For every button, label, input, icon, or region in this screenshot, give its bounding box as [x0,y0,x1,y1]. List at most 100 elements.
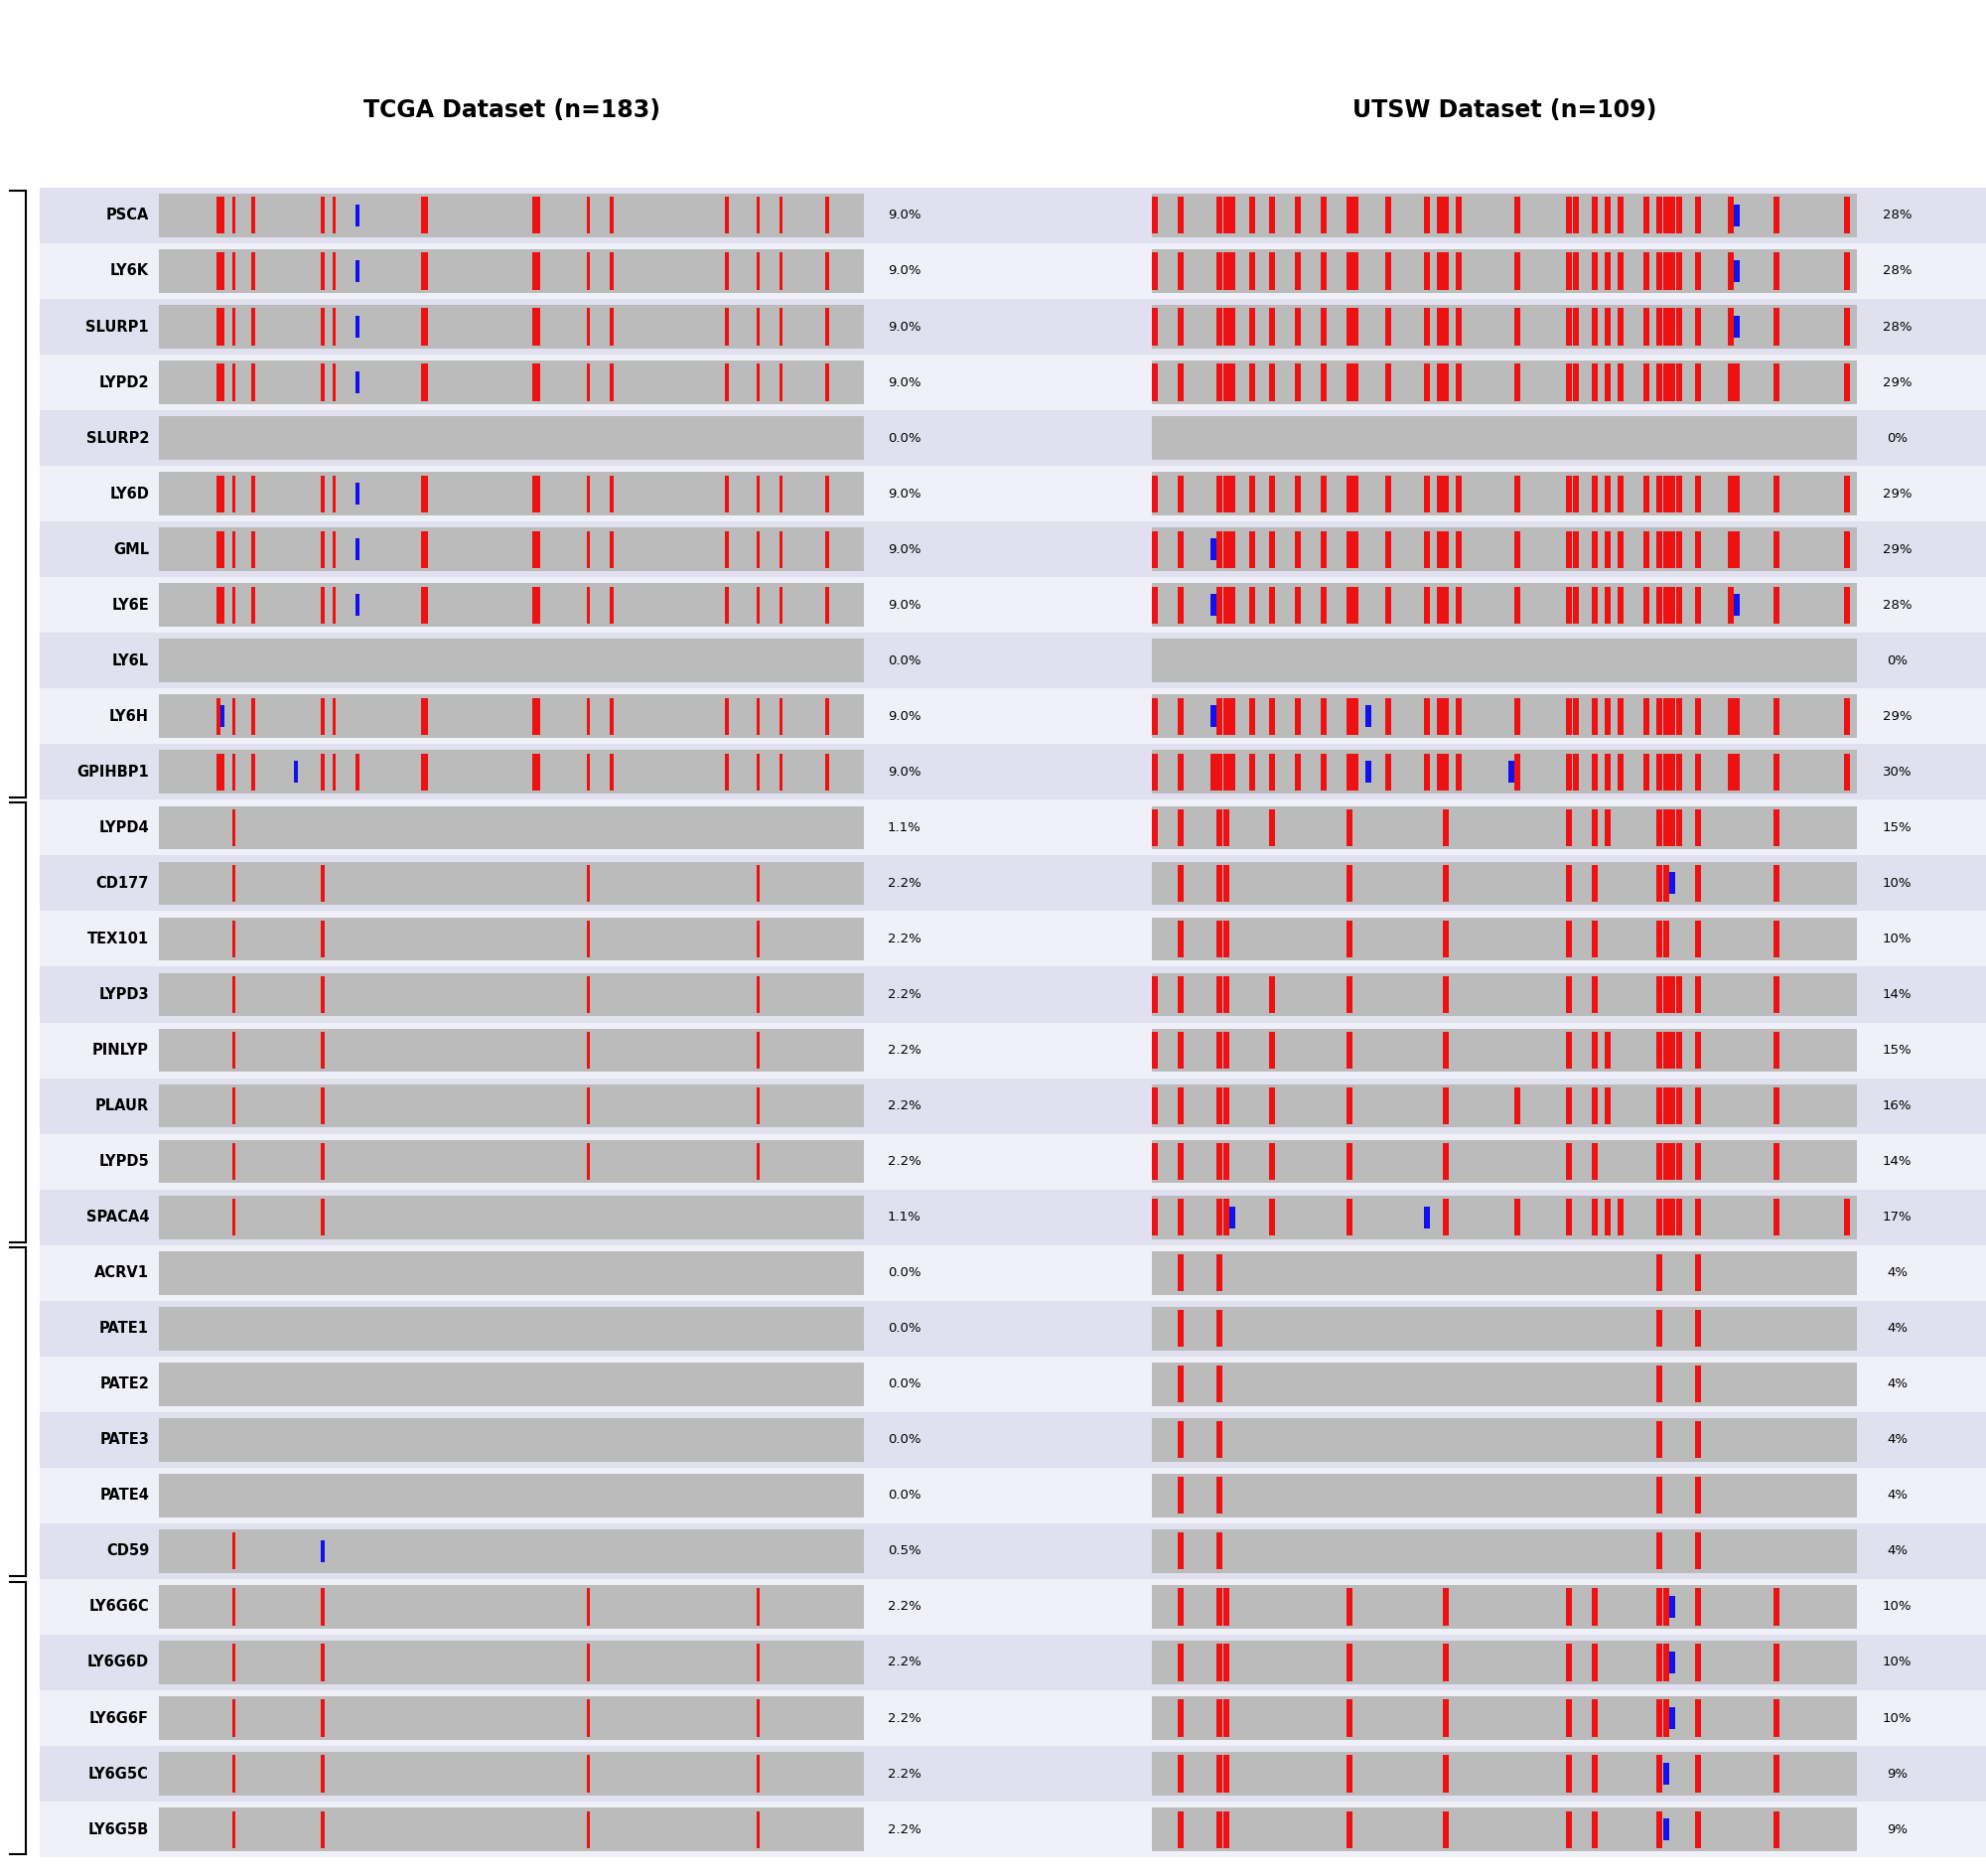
Bar [586,1142,590,1180]
Bar [1696,1589,1702,1625]
Bar [1249,197,1255,234]
Bar [1424,308,1430,345]
Bar [322,197,324,234]
Bar [232,197,236,234]
Bar [1567,1589,1573,1625]
Bar [40,799,1986,855]
Bar [1178,1810,1184,1848]
Bar [610,475,614,512]
Bar [1728,587,1734,623]
Bar [1662,197,1668,234]
Bar [1152,917,1857,961]
Bar [1249,698,1255,735]
Bar [1567,1032,1573,1069]
Text: 9%: 9% [1887,1767,1907,1780]
Bar [1347,253,1352,289]
Bar [1773,698,1779,735]
Bar [159,974,864,1017]
Bar [1152,1475,1857,1518]
Bar [1178,865,1184,902]
Bar [40,688,1986,745]
Bar [725,587,729,623]
Bar [826,531,828,568]
Bar [421,253,425,289]
Bar [1424,1206,1430,1229]
Bar [1696,253,1702,289]
Bar [1217,587,1223,623]
Bar [1773,475,1779,512]
Bar [1444,197,1450,234]
Bar [220,754,224,790]
Bar [586,976,590,1013]
Bar [1295,531,1301,568]
Bar [1656,1700,1662,1737]
Bar [1676,587,1682,623]
Bar [1223,253,1229,289]
Bar [1619,253,1625,289]
Bar [1223,308,1229,345]
Bar [332,754,336,790]
Bar [216,587,220,623]
Bar [1656,1142,1662,1180]
Text: 9.0%: 9.0% [888,321,922,334]
Text: 29%: 29% [1883,375,1913,388]
Text: UTSW Dataset (n=109): UTSW Dataset (n=109) [1352,98,1656,122]
Bar [1656,1309,1662,1347]
Bar [725,364,729,401]
Text: 10%: 10% [1883,1711,1913,1724]
Bar [1845,308,1851,345]
Bar [232,1643,236,1681]
Bar [779,698,782,735]
Bar [232,1088,236,1124]
Bar [159,1251,864,1294]
Bar [1773,1142,1779,1180]
Bar [1352,698,1358,735]
Bar [1696,754,1702,790]
Bar [826,754,828,790]
Bar [252,253,254,289]
Bar [586,698,590,735]
Bar [1644,364,1650,401]
Bar [159,807,864,850]
Bar [1573,531,1579,568]
Bar [1662,1700,1668,1737]
Bar [1295,308,1301,345]
Text: LYPD2: LYPD2 [99,375,149,390]
Bar [1152,473,1857,516]
Bar [1347,364,1352,401]
Bar [1295,698,1301,735]
Bar [1773,364,1779,401]
Text: 10%: 10% [1883,932,1913,946]
Bar [1515,253,1521,289]
Bar [586,754,590,790]
Bar [1696,587,1702,623]
Bar [1605,197,1611,234]
Bar [1352,531,1358,568]
Bar [1152,1199,1158,1236]
Bar [1773,531,1779,568]
Bar [355,371,359,394]
Bar [220,475,224,512]
Bar [1670,698,1676,735]
Bar [1515,587,1521,623]
Bar [1696,1032,1702,1069]
Bar [1178,1199,1184,1236]
Bar [1152,250,1857,293]
Bar [1456,364,1462,401]
Bar [1515,308,1521,345]
Bar [1217,1199,1223,1236]
Bar [1366,762,1372,782]
Bar [421,587,425,623]
Bar [1593,698,1599,735]
Bar [355,754,359,790]
Bar [1384,698,1390,735]
Bar [826,253,828,289]
Bar [1152,698,1158,735]
Text: 2.2%: 2.2% [888,989,922,1002]
Bar [586,364,590,401]
Bar [1773,1700,1779,1737]
Bar [1384,754,1390,790]
Bar [220,364,224,401]
Bar [1178,475,1184,512]
Bar [1644,253,1650,289]
